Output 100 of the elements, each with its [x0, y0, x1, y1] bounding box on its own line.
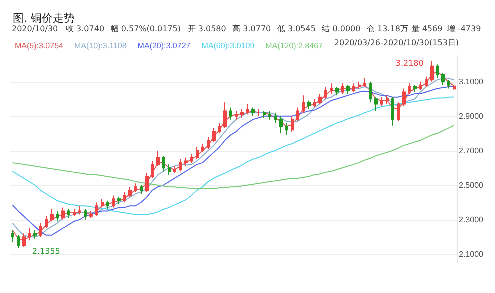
candlestick — [173, 166, 176, 174]
candlestick — [358, 81, 361, 90]
candlestick — [78, 206, 81, 216]
candlestick — [246, 104, 249, 116]
candlestick — [39, 222, 42, 238]
candlestick — [285, 122, 288, 136]
candlestick — [33, 230, 37, 240]
candlestick — [207, 136, 210, 150]
candlestick — [307, 100, 311, 110]
candlestick — [184, 157, 188, 167]
text: 收 3.0740 — [66, 24, 105, 34]
candlestick — [212, 128, 216, 143]
candlestick — [162, 156, 165, 172]
candlestick — [386, 95, 389, 105]
candlestick — [413, 84, 417, 93]
y-tick-label: 2.3000 — [459, 215, 484, 224]
candlestick — [117, 196, 121, 205]
candlestick — [274, 112, 277, 124]
y-tick-label: 2.7000 — [459, 146, 484, 156]
candlestick — [330, 83, 333, 94]
candlestick — [179, 159, 182, 172]
candlestick — [318, 93, 322, 105]
candlestick — [45, 216, 48, 229]
y-tick-label: 2.5000 — [459, 180, 484, 190]
candlestick — [223, 102, 227, 129]
candlestick — [447, 80, 450, 90]
candlestick — [101, 198, 104, 208]
text: 量 4569 — [412, 24, 443, 34]
candlestick — [235, 110, 238, 120]
text: 2020/10/30 — [12, 24, 58, 34]
candlestick — [335, 86, 339, 96]
candlestick — [352, 83, 355, 93]
candlestick — [369, 81, 372, 104]
line-series — [12, 96, 455, 216]
candlestick — [106, 200, 109, 210]
candlestick — [168, 164, 171, 176]
candlestick — [291, 116, 294, 132]
candlestick — [313, 98, 316, 108]
annotation: 3.2180 — [396, 59, 424, 68]
candlestick — [28, 228, 31, 242]
candlestick — [145, 172, 149, 193]
candlestick — [302, 95, 305, 114]
candlestick — [112, 195, 115, 208]
candlestick — [240, 108, 244, 119]
candlestick — [11, 230, 14, 243]
candlestick — [257, 108, 260, 117]
candlestick — [123, 192, 126, 204]
candlestick — [128, 186, 132, 198]
candlestick — [22, 233, 26, 248]
annotation: 2.1355 — [32, 246, 60, 256]
candlestick — [441, 72, 445, 86]
candlestick — [391, 96, 394, 126]
text: 低 3.0545 — [277, 24, 316, 34]
y-tick-label: 3.1000 — [459, 77, 484, 86]
text: MA(5):3.0754 — [15, 42, 64, 50]
candlestick — [425, 76, 428, 88]
candlestick — [268, 110, 271, 120]
candlestick — [218, 122, 221, 134]
text: 结 0.0000 — [322, 24, 361, 34]
candlestick — [341, 83, 344, 94]
candlestick — [56, 210, 59, 222]
candlestick — [61, 207, 65, 220]
candlestick — [453, 85, 456, 90]
candlestick — [134, 183, 137, 193]
candlestick — [196, 146, 199, 160]
line-series — [12, 125, 455, 190]
candlestick — [279, 116, 283, 134]
text: MA(60):3.0109 — [202, 42, 256, 50]
candlestick — [95, 202, 98, 217]
candlestick — [229, 107, 232, 120]
candlestick — [402, 88, 406, 107]
y-tick-label: 2.9000 — [459, 112, 484, 121]
candlestick — [84, 209, 87, 220]
candlestick — [73, 209, 76, 217]
candlestick — [151, 160, 154, 179]
candlestick — [89, 210, 93, 219]
text: 高 3.0770 — [232, 24, 272, 34]
candlestick — [140, 184, 143, 194]
text: 2020/03/26-2020/10/30(153日) — [334, 38, 460, 48]
candlestick — [251, 107, 255, 117]
candlestick — [346, 84, 350, 94]
candlestick — [363, 78, 366, 88]
candlestick — [436, 64, 439, 79]
candlestick — [190, 154, 193, 164]
candlestick — [419, 81, 422, 91]
candlestick — [397, 102, 400, 122]
text: 增 -4739 — [446, 24, 482, 34]
candlestick — [374, 96, 378, 112]
candlestick — [263, 110, 266, 119]
text: 开 3.0580 — [188, 24, 226, 34]
candlestick — [50, 209, 54, 222]
text: 仓 13.18万 — [367, 24, 408, 34]
chart-title: 图. 铜价走势 — [13, 12, 75, 25]
candlestick — [430, 61, 434, 82]
candlestick — [380, 96, 383, 107]
candlestick — [67, 209, 70, 219]
candlestick — [324, 86, 327, 100]
text: MA(20):3.0727 — [138, 42, 192, 50]
text: MA(120):2.8467 — [266, 42, 324, 50]
candlestick — [408, 83, 411, 94]
